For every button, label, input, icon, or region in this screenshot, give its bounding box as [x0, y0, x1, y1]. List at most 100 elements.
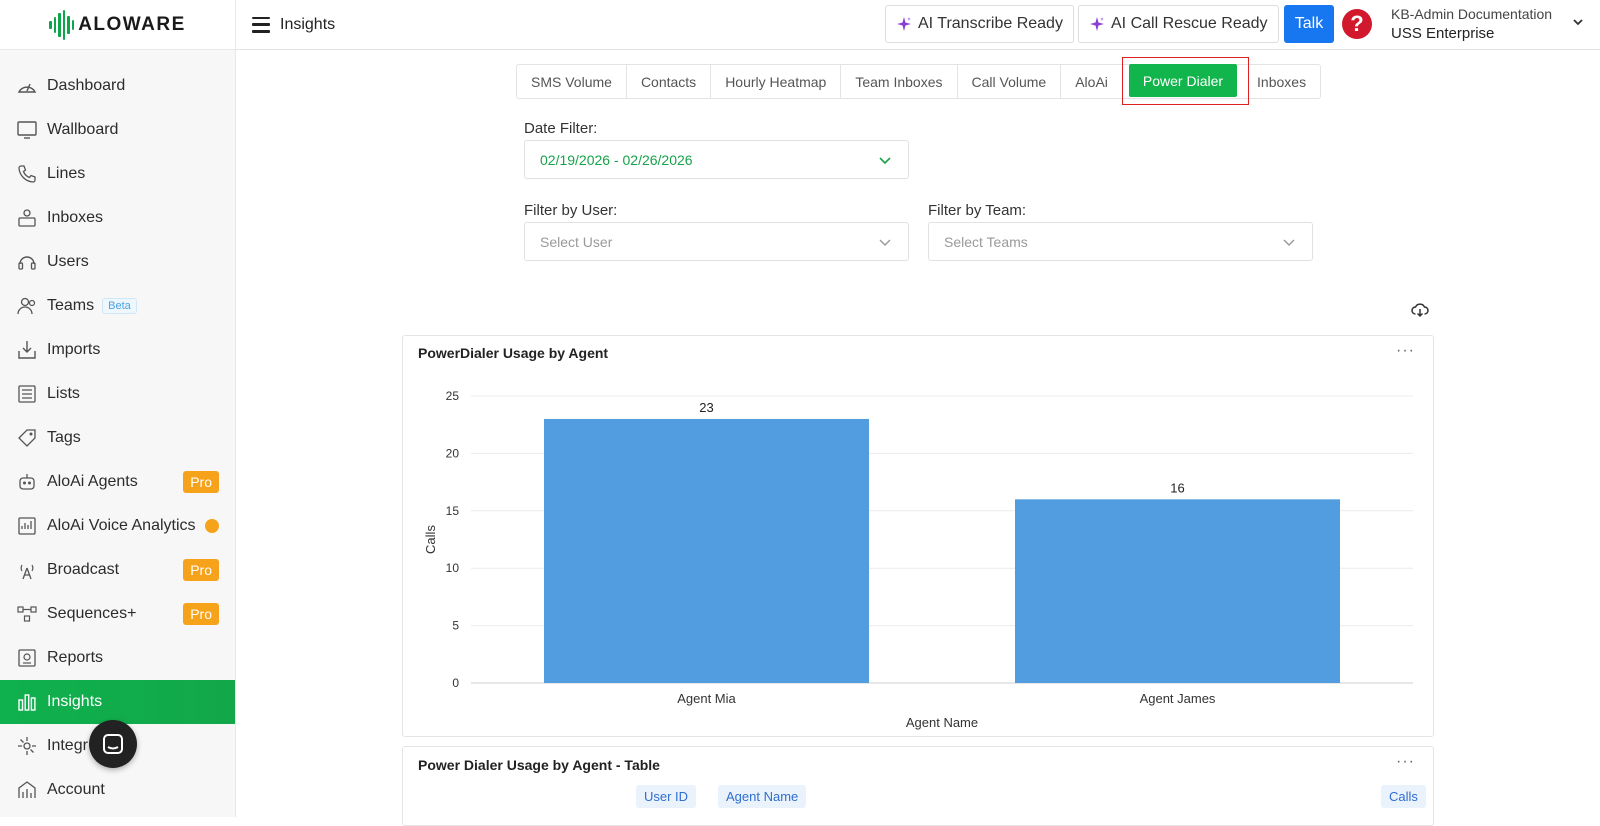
- date-range-select[interactable]: 02/19/2026 - 02/26/2026: [524, 140, 909, 179]
- y-tick-label: 5: [452, 619, 459, 633]
- column-header-user-id[interactable]: User ID: [636, 785, 697, 808]
- tag-icon: [16, 427, 38, 449]
- sidebar-item-aloai-voice-analytics[interactable]: AloAi Voice Analytics: [0, 504, 235, 548]
- sidebar-item-tags[interactable]: Tags: [0, 416, 235, 460]
- phone-icon: [16, 163, 38, 185]
- tab-call-volume[interactable]: Call Volume: [958, 65, 1062, 98]
- talk-button[interactable]: Talk: [1284, 5, 1334, 43]
- sidebar-item-reports[interactable]: Reports: [0, 636, 235, 680]
- analytics-icon: [16, 515, 38, 537]
- y-tick-label: 25: [446, 389, 460, 403]
- tab-team-inboxes[interactable]: Team Inboxes: [841, 65, 958, 98]
- sidebar-item-label: Lines: [47, 165, 86, 182]
- y-tick-label: 10: [446, 561, 460, 575]
- user-select[interactable]: Select User: [524, 222, 909, 261]
- sidebar-item-label: Broadcast: [47, 561, 120, 578]
- list-icon: [16, 383, 38, 405]
- sidebar-item-lists[interactable]: Lists: [0, 372, 235, 416]
- headset-icon: [16, 251, 38, 273]
- tab-sms-volume[interactable]: SMS Volume: [517, 65, 627, 98]
- sidebar-item-label: Integr: [47, 737, 88, 754]
- sidebar-item-users[interactable]: Users: [0, 240, 235, 284]
- ai-transcribe-label: AI Transcribe Ready: [918, 15, 1063, 32]
- sidebar-item-inboxes[interactable]: Inboxes: [0, 196, 235, 240]
- dashboard-icon: [16, 75, 38, 97]
- team-select-placeholder: Select Teams: [944, 233, 1028, 250]
- sidebar-item-broadcast[interactable]: Broadcast Pro: [0, 548, 235, 592]
- sidebar-item-label: Tags: [47, 429, 81, 446]
- bar: [1015, 499, 1340, 683]
- cloud-download-icon[interactable]: [1411, 302, 1429, 318]
- sidebar-item-dashboard[interactable]: Dashboard: [0, 64, 235, 108]
- sidebar-item-teams[interactable]: Teams Beta: [0, 284, 235, 328]
- sidebar-item-wallboard[interactable]: Wallboard: [0, 108, 235, 152]
- chevron-down-icon: [879, 239, 891, 246]
- table-card: Power Dialer Usage by Agent - Table ···: [402, 746, 1434, 826]
- sparkle-icon: [1090, 17, 1104, 31]
- account-icon: [16, 779, 38, 801]
- more-options-icon[interactable]: ···: [1396, 342, 1415, 359]
- user-select-placeholder: Select User: [540, 233, 613, 250]
- robot-icon: [16, 471, 38, 493]
- tab-aloai[interactable]: AloAi: [1061, 65, 1123, 98]
- sidebar-item-label: Lists: [47, 385, 80, 402]
- notification-dot: [205, 519, 219, 533]
- sidebar-item-label: Reports: [47, 649, 104, 666]
- beta-badge: Beta: [102, 298, 137, 314]
- sidebar-item-lines[interactable]: Lines: [0, 152, 235, 196]
- date-filter-label: Date Filter:: [524, 120, 598, 137]
- sidebar-item-label: Sequences+: [47, 605, 137, 622]
- tab-hourly-heatmap[interactable]: Hourly Heatmap: [711, 65, 842, 98]
- sidebar-item-label: AloAi Voice Analytics: [47, 517, 196, 534]
- pro-badge: Pro: [183, 471, 219, 493]
- sparkle-icon: [897, 17, 911, 31]
- monitor-icon: [16, 119, 38, 141]
- sidebar-item-integr[interactable]: Integr: [0, 724, 235, 768]
- y-tick-label: 20: [446, 446, 460, 460]
- sidebar-item-label: AloAi Agents: [47, 473, 138, 490]
- ai-transcribe-button[interactable]: AI Transcribe Ready: [885, 5, 1074, 43]
- sidebar-item-insights[interactable]: Insights: [0, 680, 235, 724]
- sidebar-item-label: Account: [47, 781, 105, 798]
- sidebar-item-account[interactable]: Account: [0, 768, 235, 812]
- logo-waveform-icon: [49, 9, 75, 40]
- user-filter-label: Filter by User:: [524, 202, 618, 219]
- y-tick-label: 15: [446, 504, 460, 518]
- team-filter-label: Filter by Team:: [928, 202, 1027, 219]
- help-icon[interactable]: ?: [1342, 9, 1372, 39]
- company-name: USS Enterprise: [1391, 25, 1495, 42]
- chat-launcher-button[interactable]: [89, 720, 137, 768]
- more-options-icon[interactable]: ···: [1396, 753, 1415, 770]
- sidebar-item-imports[interactable]: Imports: [0, 328, 235, 372]
- tab-inboxes[interactable]: Inboxes: [1257, 73, 1307, 90]
- account-name: KB-Admin Documentation: [1391, 6, 1553, 22]
- data-label: 16: [1170, 480, 1184, 495]
- sidebar-item-aloai-agents[interactable]: AloAi Agents Pro: [0, 460, 235, 504]
- sidebar-item-label: Wallboard: [47, 121, 119, 138]
- top-header: Insights AI Transcribe Ready AI Call Res…: [236, 0, 1600, 50]
- sidebar-item-label: Dashboard: [47, 77, 126, 94]
- sidebar-item-label: Teams: [47, 297, 95, 314]
- chevron-down-icon[interactable]: [1572, 16, 1584, 28]
- date-range-value: 02/19/2026 - 02/26/2026: [540, 151, 693, 168]
- sidebar: ALOWARE Dashboard Wallboard Lines Inboxes Us…: [0, 0, 236, 817]
- team-select[interactable]: Select Teams: [928, 222, 1313, 261]
- menu-toggle-icon[interactable]: [252, 16, 270, 33]
- ai-call-rescue-button[interactable]: AI Call Rescue Ready: [1078, 5, 1279, 43]
- brand-name: ALOWARE: [78, 13, 186, 35]
- bar-chart: 0 5 10 15 20 25 23 Agent Mia 16 Agent James Agent …: [423, 389, 1413, 730]
- report-icon: [16, 647, 38, 669]
- chart-card: PowerDialer Usage by Agent ··· 0 5 10 15 20 2…: [402, 335, 1434, 737]
- column-header-calls[interactable]: Calls: [1381, 785, 1426, 808]
- logo[interactable]: ALOWARE: [0, 0, 235, 50]
- teams-icon: [16, 295, 38, 317]
- account-switcher[interactable]: KB-Admin Documentation USS Enterprise: [1391, 5, 1552, 43]
- x-tick-label: Agent James: [1140, 691, 1216, 706]
- tab-power-dialer[interactable]: Power Dialer: [1128, 64, 1238, 97]
- y-tick-label: 0: [452, 676, 459, 690]
- tab-contacts[interactable]: Contacts: [627, 65, 712, 98]
- chat-icon: [103, 734, 123, 754]
- sidebar-item-sequences[interactable]: Sequences+ Pro: [0, 592, 235, 636]
- sidebar-item-label: Insights: [47, 693, 103, 710]
- column-header-agent-name[interactable]: Agent Name: [718, 785, 807, 808]
